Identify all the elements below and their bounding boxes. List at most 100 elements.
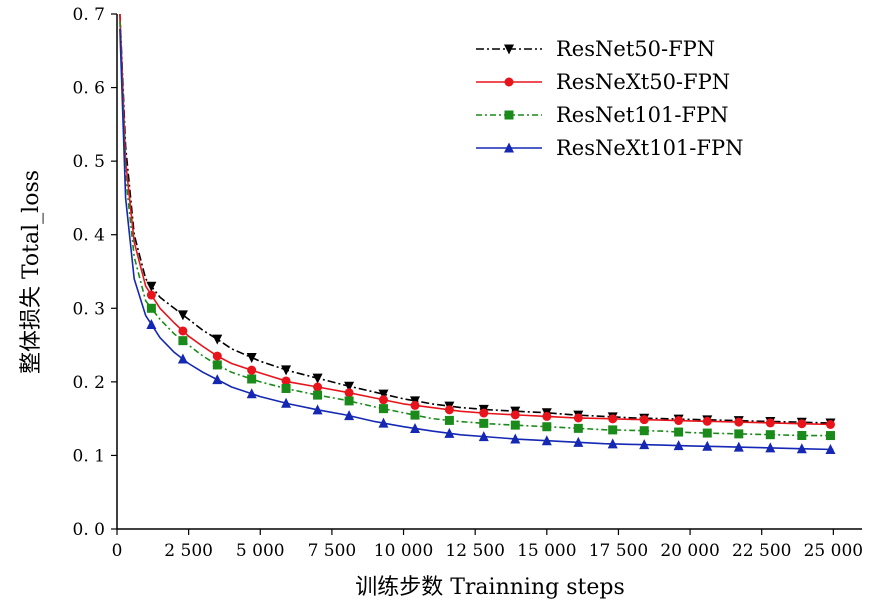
data-point [378, 395, 388, 405]
data-point [281, 383, 291, 393]
x-tick-label: 20 000 [660, 541, 719, 561]
legend-label: ResNet101-FPN [556, 103, 729, 127]
data-point [281, 397, 292, 408]
data-point [607, 438, 618, 449]
data-point [639, 426, 649, 436]
data-point [444, 427, 455, 438]
data-point [146, 318, 157, 329]
data-point [639, 415, 649, 425]
data-point [246, 388, 257, 399]
data-point [212, 351, 222, 361]
y-tick-label: 0. 3 [73, 299, 105, 319]
data-point [178, 336, 188, 346]
series-ResNet101-FPN [119, 21, 835, 441]
data-point [177, 353, 188, 364]
series-line [119, 28, 834, 451]
x-axis-label: 训练步数 Trainning steps [355, 575, 624, 600]
x-tick-label: 5 000 [236, 541, 285, 561]
legend-label: ResNeXt101-FPN [556, 136, 743, 160]
data-point [410, 423, 420, 434]
data-point [674, 427, 684, 437]
data-point [479, 418, 489, 428]
data-point [378, 417, 389, 428]
data-point [444, 405, 454, 415]
data-point [510, 410, 520, 420]
data-point [212, 374, 223, 385]
data-point [410, 400, 420, 410]
legend: ResNet50-FPN ResNeXt50-FPN ResNet101-FPN Re… [476, 37, 743, 160]
x-tick-label: 22 500 [732, 541, 791, 561]
y-tick-label: 0. 2 [73, 373, 105, 393]
data-point [212, 334, 223, 345]
legend-label: ResNeXt50-FPN [556, 70, 730, 94]
series-line [119, 21, 834, 437]
data-point [212, 360, 222, 370]
y-tick-label: 0. 5 [73, 152, 105, 172]
data-point [542, 411, 552, 421]
data-point [344, 396, 354, 406]
data-point [796, 443, 807, 454]
data-point [542, 422, 552, 432]
legend-marker [504, 77, 514, 87]
legend-label: ResNet50-FPN [556, 37, 715, 61]
data-point [608, 414, 618, 424]
data-point [765, 430, 775, 440]
data-point [639, 439, 650, 450]
data-point [313, 382, 323, 392]
data-point [312, 373, 323, 384]
data-point [510, 420, 520, 430]
data-point [797, 419, 807, 429]
legend-marker [504, 44, 514, 55]
data-point [478, 431, 489, 442]
x-tick-label: 12 500 [445, 541, 504, 561]
data-point [825, 443, 836, 454]
x-tick-label: 0 [112, 541, 123, 561]
x-tick-label: 2 500 [164, 541, 213, 561]
data-point [825, 431, 835, 441]
data-point [479, 408, 489, 418]
data-point [247, 365, 257, 375]
series-line [119, 13, 834, 426]
legend-marker [504, 142, 514, 153]
data-point [734, 417, 744, 427]
series-ResNeXt101-FPN [119, 28, 836, 454]
series-ResNeXt50-FPN [119, 13, 835, 429]
data-point [444, 415, 454, 425]
data-point [765, 442, 776, 453]
data-point [312, 404, 323, 415]
y-axis-label: 整体损失 Total_loss [19, 170, 44, 374]
data-point [674, 416, 684, 426]
data-point [733, 441, 744, 452]
data-point [146, 290, 156, 300]
data-point [246, 353, 257, 364]
data-point [825, 419, 835, 429]
data-point [510, 433, 521, 444]
data-point [344, 381, 355, 392]
y-tick-label: 0. 7 [73, 5, 105, 25]
data-point [178, 326, 188, 336]
x-tick-label: 15 000 [517, 541, 576, 561]
data-point [541, 435, 552, 446]
data-point [378, 389, 389, 400]
data-point [573, 423, 583, 433]
data-point [378, 404, 388, 414]
data-point [702, 416, 712, 426]
data-point [608, 425, 618, 435]
series-line [119, 13, 834, 424]
data-point [146, 281, 157, 292]
data-point [734, 429, 744, 439]
data-point [247, 374, 257, 384]
data-point [765, 418, 775, 428]
data-point [281, 376, 291, 386]
data-point [573, 413, 583, 423]
series-lines [119, 13, 836, 454]
data-point [313, 390, 323, 400]
data-point [702, 440, 713, 451]
data-point [177, 310, 188, 321]
data-point [673, 440, 684, 451]
x-tick-label: 7 500 [308, 541, 357, 561]
data-point [344, 388, 354, 398]
y-tick-label: 0. 6 [73, 79, 105, 99]
data-point [702, 428, 712, 438]
